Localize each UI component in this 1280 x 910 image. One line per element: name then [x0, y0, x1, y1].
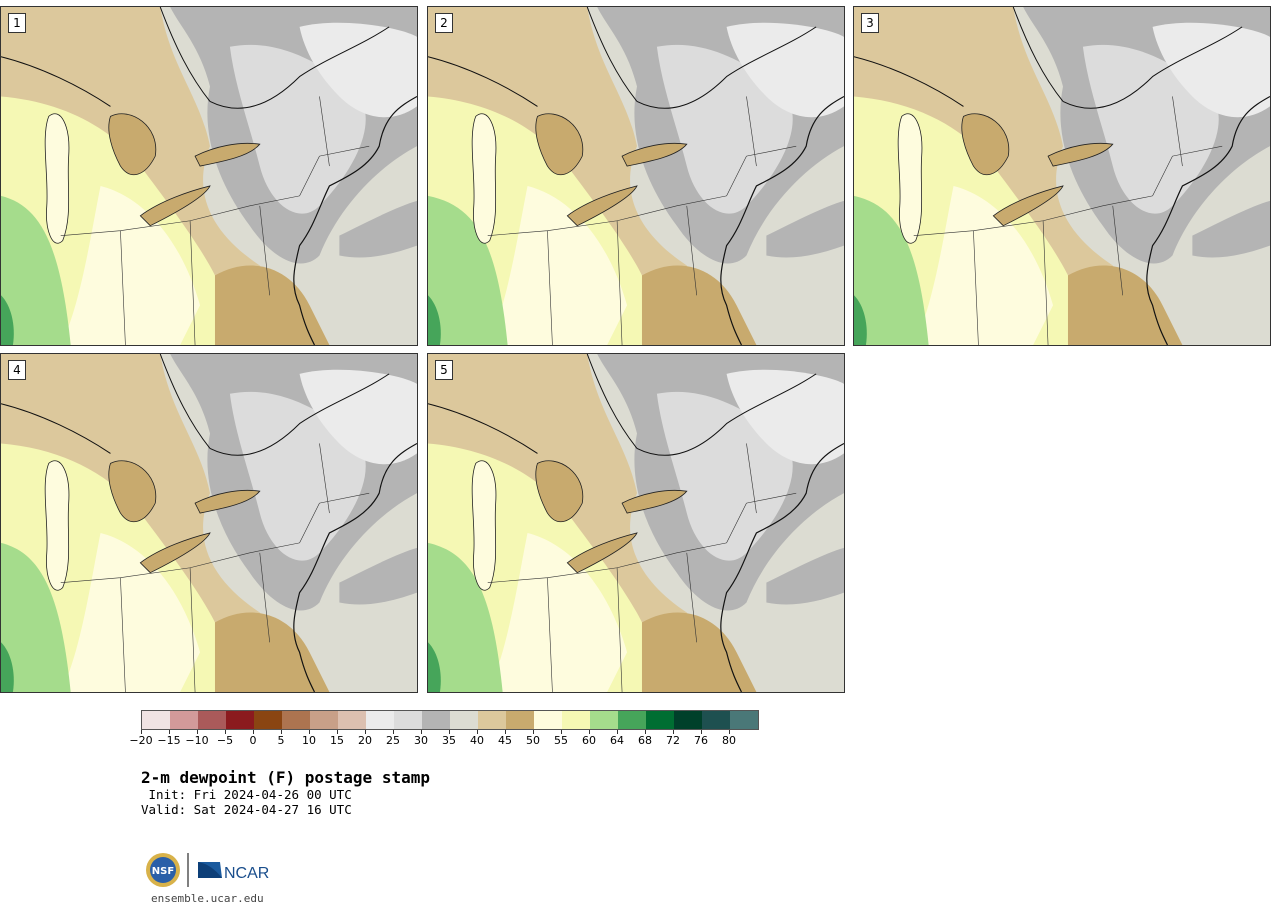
member-panel-1: 1 — [0, 6, 418, 346]
colorbar-swatch — [506, 711, 534, 729]
colorbar-swatch — [142, 711, 170, 729]
colorbar-swatch — [198, 711, 226, 729]
colorbar-tick — [253, 730, 254, 734]
ncar-logo-icon: NCAR — [198, 862, 269, 882]
colorbar-swatch — [282, 711, 310, 729]
colorbar-tick — [729, 730, 730, 734]
colorbar-swatch — [226, 711, 254, 729]
colorbar-swatch — [478, 711, 506, 729]
colorbar-tick-label: −15 — [157, 734, 181, 747]
colorbar-swatch — [422, 711, 450, 729]
colorbar-swatch — [534, 711, 562, 729]
colorbar-tick-label: −20 — [129, 734, 153, 747]
dewpoint-map — [428, 7, 844, 345]
panel-label: 3 — [861, 13, 879, 33]
colorbar-tick-label: 80 — [722, 734, 736, 747]
colorbar-tick-label: −5 — [216, 734, 234, 747]
colorbar-tick-label: 55 — [554, 734, 568, 747]
ncar-text: NCAR — [224, 865, 269, 882]
colorbar-tick-label: 40 — [470, 734, 484, 747]
colorbar-swatch — [254, 711, 282, 729]
member-panel-2: 2 — [427, 6, 845, 346]
colorbar-tick-label: 0 — [249, 734, 257, 747]
footer-url: ensemble.ucar.edu — [151, 892, 264, 905]
colorbar-tick-label: 60 — [582, 734, 596, 747]
colorbar-tick — [393, 730, 394, 734]
dewpoint-map — [1, 354, 417, 692]
colorbar-tick — [477, 730, 478, 734]
init-time: Init: Fri 2024-04-26 00 UTC — [141, 787, 352, 802]
colorbar-swatch — [562, 711, 590, 729]
member-panel-3: 3 — [853, 6, 1271, 346]
nsf-ncar-logo: NSF NCAR — [146, 853, 269, 887]
colorbar-tick — [505, 730, 506, 734]
colorbar-tick — [701, 730, 702, 734]
panel-label: 5 — [435, 360, 453, 380]
colorbar-ticks: −20 −15 −10 −5 0 5 10 15 20 25 30 35 40 45 50 55 60 64 68 7… — [129, 730, 761, 750]
colorbar-swatch — [730, 711, 758, 729]
colorbar-tick — [225, 730, 226, 734]
colorbar-tick — [197, 730, 198, 734]
colorbar-tick-label: 68 — [638, 734, 652, 747]
colorbar-tick-label: 76 — [694, 734, 708, 747]
member-panel-4: 4 — [0, 353, 418, 693]
colorbar-swatch — [674, 711, 702, 729]
colorbar-tick-label: 72 — [666, 734, 680, 747]
colorbar-swatch — [618, 711, 646, 729]
nsf-seal-icon: NSF — [146, 853, 180, 887]
colorbar-swatch — [450, 711, 478, 729]
colorbar-tick — [337, 730, 338, 734]
colorbar-tick-label: 10 — [302, 734, 316, 747]
colorbar-tick-label: 25 — [386, 734, 400, 747]
colorbar-tick — [169, 730, 170, 734]
colorbar-tick — [589, 730, 590, 734]
colorbar-tick — [673, 730, 674, 734]
colorbar-tick — [617, 730, 618, 734]
colorbar-swatch — [310, 711, 338, 729]
panel-label: 2 — [435, 13, 453, 33]
colorbar-tick-label: 64 — [610, 734, 624, 747]
colorbar-swatch — [702, 711, 730, 729]
colorbar-tick-label: 20 — [358, 734, 372, 747]
colorbar-tick — [309, 730, 310, 734]
panel-label: 4 — [8, 360, 26, 380]
colorbar-swatch — [646, 711, 674, 729]
colorbar — [141, 710, 759, 730]
colorbar-tick-label: 30 — [414, 734, 428, 747]
colorbar-swatch — [366, 711, 394, 729]
colorbar-swatch — [170, 711, 198, 729]
colorbar-tick — [449, 730, 450, 734]
panel-label: 1 — [8, 13, 26, 33]
member-panel-5: 5 — [427, 353, 845, 693]
valid-time: Valid: Sat 2024-04-27 16 UTC — [141, 802, 352, 817]
colorbar-tick-label: 15 — [330, 734, 344, 747]
colorbar-tick — [421, 730, 422, 734]
dewpoint-map — [1, 7, 417, 345]
colorbar-tick — [561, 730, 562, 734]
colorbar-tick-label: 35 — [442, 734, 456, 747]
colorbar-tick — [281, 730, 282, 734]
colorbar-tick-label: 50 — [526, 734, 540, 747]
dewpoint-map — [428, 354, 844, 692]
seal-text: NSF — [152, 866, 174, 877]
colorbar-swatch — [590, 711, 618, 729]
colorbar-tick — [533, 730, 534, 734]
colorbar-tick — [365, 730, 366, 734]
colorbar-swatch — [394, 711, 422, 729]
colorbar-swatch — [338, 711, 366, 729]
plot-title: 2-m dewpoint (F) postage stamp — [141, 768, 430, 787]
colorbar-tick-label: 5 — [277, 734, 285, 747]
colorbar-tick-label: 45 — [498, 734, 512, 747]
colorbar-tick — [645, 730, 646, 734]
dewpoint-map — [854, 7, 1270, 345]
colorbar-tick-label: −10 — [185, 734, 209, 747]
colorbar-tick — [141, 730, 142, 734]
